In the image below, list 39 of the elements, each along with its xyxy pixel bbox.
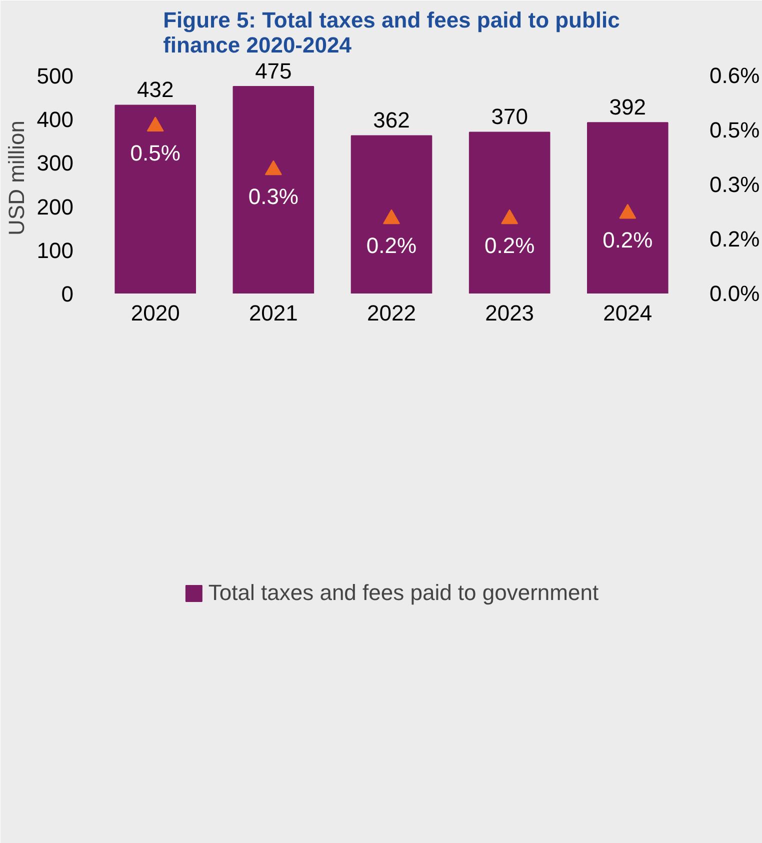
point	[383, 209, 400, 224]
y-tick-label: 200	[36, 194, 74, 220]
x-tick-label: 2023	[485, 300, 534, 326]
bar	[468, 132, 550, 294]
x-tick-label: 2022	[367, 300, 416, 326]
point	[501, 209, 518, 224]
data-label: 362	[373, 108, 410, 133]
data-label: 370	[491, 104, 528, 130]
x-tick-label: 2024	[603, 300, 652, 326]
y-tick-label: 500	[36, 64, 74, 89]
y2-tick-label: 0.2%	[710, 226, 760, 252]
y2-tick-label: 0.5%	[710, 118, 760, 143]
x-tick-label: 2020	[130, 300, 180, 326]
point	[619, 204, 636, 219]
data-label: 0.2%	[602, 228, 653, 253]
data-label: 0.2%	[484, 233, 535, 258]
y-tick-label: 0	[61, 282, 74, 306]
data-label: 0.5%	[130, 140, 180, 166]
data-label: 475	[255, 58, 292, 84]
data-label: 392	[609, 94, 646, 120]
y2-tick-label: 0.6%	[710, 63, 760, 88]
y-tick-label: 400	[36, 107, 74, 132]
y-tick-label: 300	[36, 150, 74, 176]
data-label: 0.2%	[366, 233, 417, 258]
bar	[350, 135, 432, 294]
bar	[114, 104, 196, 294]
y2-tick-label: 0.3%	[710, 172, 760, 198]
point	[146, 116, 164, 132]
bar	[232, 86, 314, 294]
y-axis-title: USD million	[4, 120, 29, 236]
bar	[587, 122, 668, 294]
data-label: 432	[136, 77, 174, 102]
x-tick-label: 2021	[248, 300, 298, 326]
chart-title: Figure 5: Total taxes and fees paid to public finance 2020-2024	[163, 8, 620, 58]
point	[264, 160, 282, 176]
y2-tick-label: 0.0%	[710, 281, 760, 306]
data-label: 0.3%	[248, 184, 299, 210]
legend-label: Total taxes and fees paid to government	[208, 580, 599, 606]
y-tick-label: 100	[36, 238, 74, 263]
